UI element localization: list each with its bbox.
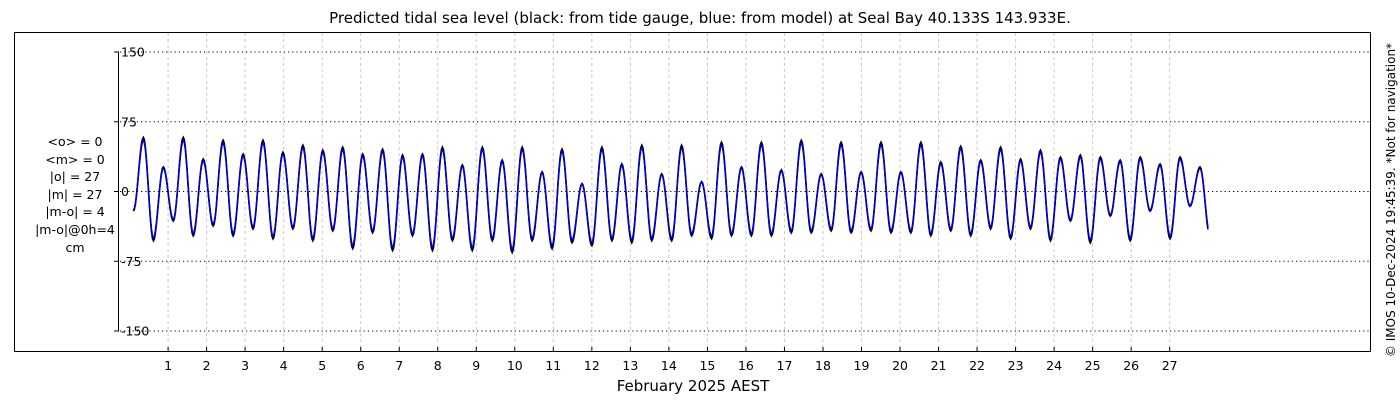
x-tick-label: 6	[357, 358, 365, 373]
stat-abs-diff: |m-o| = 4	[45, 204, 105, 220]
x-tick-label: 5	[318, 358, 326, 373]
x-tick-label: 17	[777, 358, 793, 373]
stat-unit: cm	[65, 239, 85, 255]
x-tick-label: 20	[892, 358, 908, 373]
x-tick-label: 15	[699, 358, 715, 373]
x-tick-labels: 1 2 3 4 5 6 7 8 9 10 11 12 13 14 15 16 17 18 19 20 21 22 23 24 2…	[164, 347, 1178, 373]
x-tick-label: 4	[280, 358, 288, 373]
stat-abs-model: |m| = 27	[47, 186, 103, 202]
plot-frame	[14, 32, 1371, 352]
x-tick-label: 19	[854, 358, 870, 373]
y-tick-label: 150	[121, 45, 145, 60]
x-tick-label: 10	[507, 358, 523, 373]
horizontal-gridlines	[120, 51, 1370, 332]
x-tick-label: 9	[472, 358, 480, 373]
stat-mean-obs: <o> = 0	[47, 134, 103, 149]
x-tick-label: 22	[969, 358, 985, 373]
x-tick-label: 13	[622, 358, 638, 373]
x-tick-label: 11	[545, 358, 561, 373]
x-tick-label: 26	[1123, 358, 1139, 373]
x-tick-label: 7	[395, 358, 403, 373]
x-tick-label: 1	[164, 358, 172, 373]
y-tick-labels: 150 75 0 -75 -150	[114, 45, 149, 339]
x-tick-label: 2	[203, 358, 211, 373]
y-tick-label: -75	[121, 254, 141, 269]
y-tick-label: 0	[121, 184, 129, 199]
x-tick-label: 27	[1162, 358, 1178, 373]
stat-abs-diff-0h: |m-o|@0h=4	[35, 221, 115, 237]
stats-panel: <o> = 0 <m> = 0 |o| = 27 |m| = 27 |m-o| …	[22, 133, 128, 256]
y-tick-label: -150	[121, 324, 149, 339]
x-tick-label: 25	[1085, 358, 1101, 373]
x-tick-label: 3	[241, 358, 249, 373]
stat-mean-model: <m> = 0	[45, 151, 105, 167]
x-tick-label: 18	[815, 358, 831, 373]
x-tick-label: 12	[584, 358, 600, 373]
x-tick-label: 14	[661, 358, 677, 373]
x-axis-label: February 2025 AEST	[617, 377, 770, 395]
x-tick-label: 16	[738, 358, 754, 373]
vertical-gridlines	[167, 33, 1171, 351]
series-group	[132, 135, 1209, 255]
x-tick-label: 21	[931, 358, 947, 373]
y-tick-label: 75	[121, 114, 137, 129]
x-tick-label: 8	[434, 358, 442, 373]
x-tick-label: 24	[1046, 358, 1062, 373]
chart-title: Predicted tidal sea level (black: from t…	[329, 9, 1071, 27]
series-model-line	[132, 138, 1209, 252]
x-tick-label: 23	[1008, 358, 1024, 373]
stat-abs-obs: |o| = 27	[49, 169, 101, 185]
